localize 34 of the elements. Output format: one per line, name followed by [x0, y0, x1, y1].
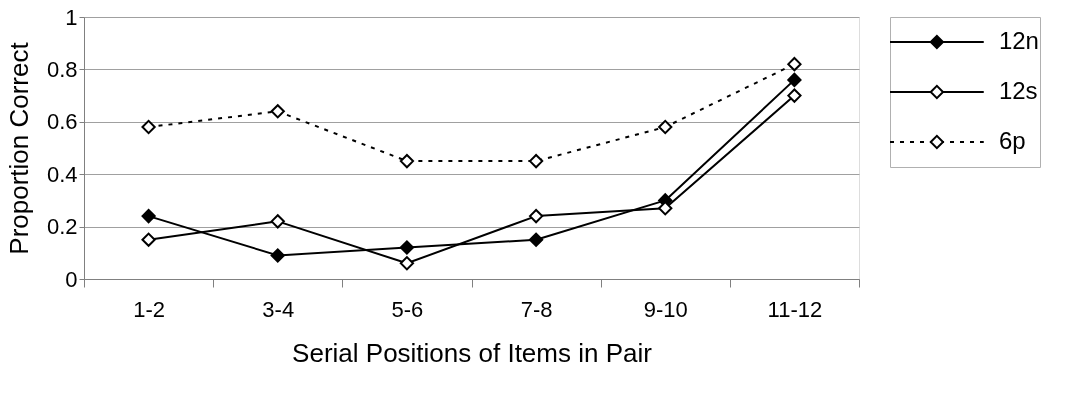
y-tick-label: 0.4: [46, 161, 78, 187]
legend-label: 6p: [998, 127, 1026, 154]
y-tick-label: 0.2: [46, 214, 78, 240]
point: [270, 104, 285, 119]
point: [399, 256, 415, 271]
legend-label: 12s: [998, 77, 1038, 104]
point: [141, 232, 156, 247]
x-axis-title: Serial Positions of Items in Pair: [292, 337, 653, 368]
y-tick-label: 1: [65, 4, 78, 30]
point: [787, 72, 802, 87]
x-tick-label: 3-4: [262, 296, 295, 322]
x-tick-label: 9-10: [643, 296, 688, 322]
point: [270, 248, 285, 263]
point: [528, 232, 544, 247]
point: [399, 153, 415, 169]
y-tick-label: 0.8: [46, 56, 78, 82]
point: [658, 119, 673, 135]
point: [787, 88, 802, 103]
y-axis-title: Proportion Correct: [3, 41, 34, 255]
point: [270, 214, 285, 229]
y-tick-label: 0.6: [46, 109, 78, 135]
x-tick-label: 5-6: [391, 296, 424, 322]
point: [658, 201, 673, 216]
y-tick-label: 0: [65, 266, 78, 292]
legend-label: 12n: [998, 27, 1039, 54]
point: [141, 209, 156, 224]
point: [528, 153, 544, 169]
x-tick-label: 11-12: [767, 296, 823, 322]
point: [528, 209, 544, 224]
point: [399, 240, 415, 255]
point: [787, 57, 802, 72]
x-tick-label: 7-8: [520, 296, 553, 322]
point: [141, 119, 156, 135]
x-tick-label: 1-2: [133, 296, 165, 322]
